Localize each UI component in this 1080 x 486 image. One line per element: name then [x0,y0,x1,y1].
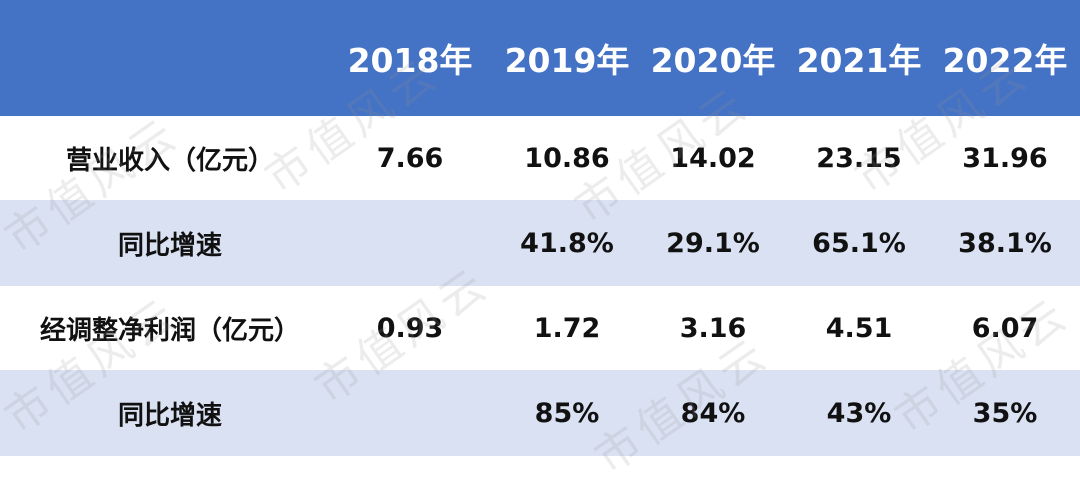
financial-table: 2018年 2019年 2020年 2021年 2022年 营业收入（亿元） 7… [0,0,1080,456]
row-label: 同比增速 [117,400,222,431]
table-cell: 14.02 [670,142,756,174]
table-cell: 84% [680,397,746,429]
table-cell: 3.16 [679,312,747,344]
row-label: 经调整净利润（亿元） [39,315,300,346]
table-cell: 35% [972,397,1038,429]
table-row-adjusted-net-profit: 经调整净利润（亿元） 0.93 1.72 3.16 4.51 6.07 [0,286,1080,370]
table-cell: 4.51 [825,312,893,344]
header-year-2020: 2020年 [650,41,776,80]
table-cell: 43% [826,397,892,429]
table-cell: 85% [534,397,600,429]
row-label: 营业收入（亿元） [65,145,274,176]
table-header-row: 2018年 2019年 2020年 2021年 2022年 [0,0,1080,116]
header-year-2018: 2018年 [347,41,473,80]
table-cell: 41.8% [520,227,614,259]
header-year-2022: 2022年 [942,41,1068,80]
table-cell: 1.72 [533,312,601,344]
table-cell [340,200,480,286]
table-cell: 65.1% [812,227,906,259]
header-year-2021: 2021年 [796,41,922,80]
table-cell: 23.15 [816,142,902,174]
table-row-profit-growth: 同比增速 85% 84% 43% 35% [0,370,1080,456]
table-cell: 0.93 [376,312,444,344]
table-row-revenue-growth: 同比增速 41.8% 29.1% 65.1% 38.1% [0,200,1080,286]
table-cell: 31.96 [962,142,1048,174]
table-row-revenue: 营业收入（亿元） 7.66 10.86 14.02 23.15 31.96 [0,116,1080,200]
table-cell: 29.1% [666,227,760,259]
table-cell: 10.86 [524,142,610,174]
header-year-2019: 2019年 [504,41,630,80]
table-cell: 38.1% [958,227,1052,259]
row-label: 同比增速 [117,230,222,261]
header-label-cell [0,0,340,116]
table-cell: 6.07 [971,312,1039,344]
table-cell: 7.66 [376,142,444,174]
table-cell [340,370,480,456]
